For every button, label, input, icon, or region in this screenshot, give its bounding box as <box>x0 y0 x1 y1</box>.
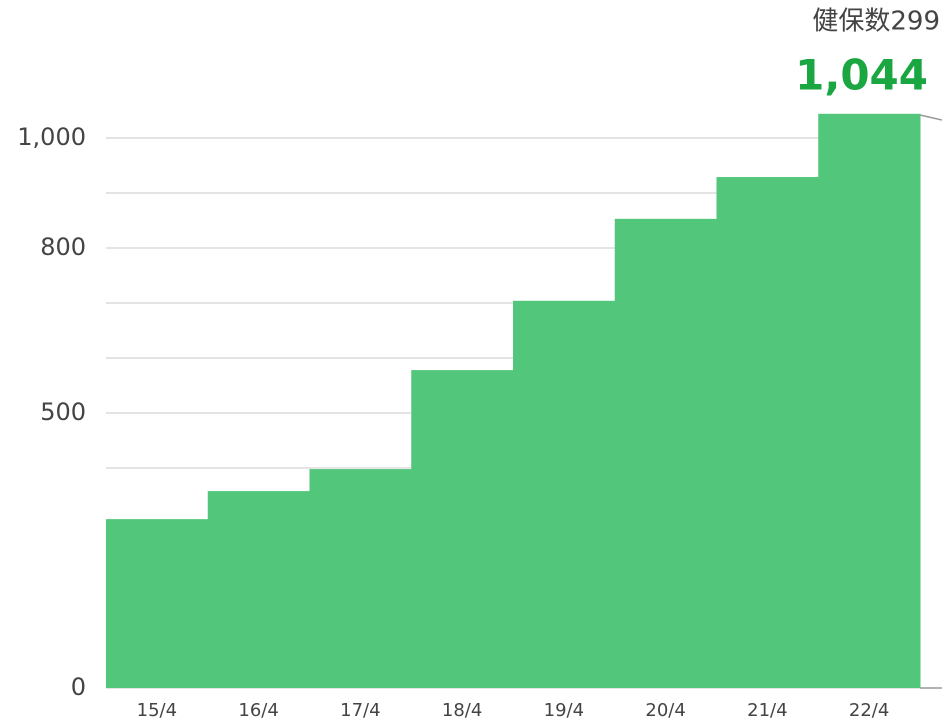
bar <box>513 300 616 688</box>
bar <box>309 469 412 688</box>
y-tick-label: 0 <box>71 673 86 701</box>
leader-line <box>919 114 942 121</box>
value-label: 1,044 <box>795 50 928 99</box>
x-tick-label: 20/4 <box>645 700 685 721</box>
x-tick-label: 22/4 <box>849 700 889 721</box>
x-tick-label: 18/4 <box>442 700 482 721</box>
x-tick-label: 15/4 <box>137 700 177 721</box>
bar <box>716 177 819 689</box>
x-tick-label: 19/4 <box>544 700 584 721</box>
bar <box>106 519 209 688</box>
y-tick-label: 500 <box>40 398 86 426</box>
x-tick-label: 16/4 <box>238 700 278 721</box>
x-tick-label: 17/4 <box>340 700 380 721</box>
y-tick-label: 800 <box>40 233 86 261</box>
bar <box>207 491 310 688</box>
bar <box>614 218 717 688</box>
bar <box>411 370 514 688</box>
annotation: 健保数299 <box>812 7 940 37</box>
x-tick-label: 21/4 <box>747 700 787 721</box>
y-tick-label: 1,000 <box>17 123 86 151</box>
bar <box>818 113 921 689</box>
